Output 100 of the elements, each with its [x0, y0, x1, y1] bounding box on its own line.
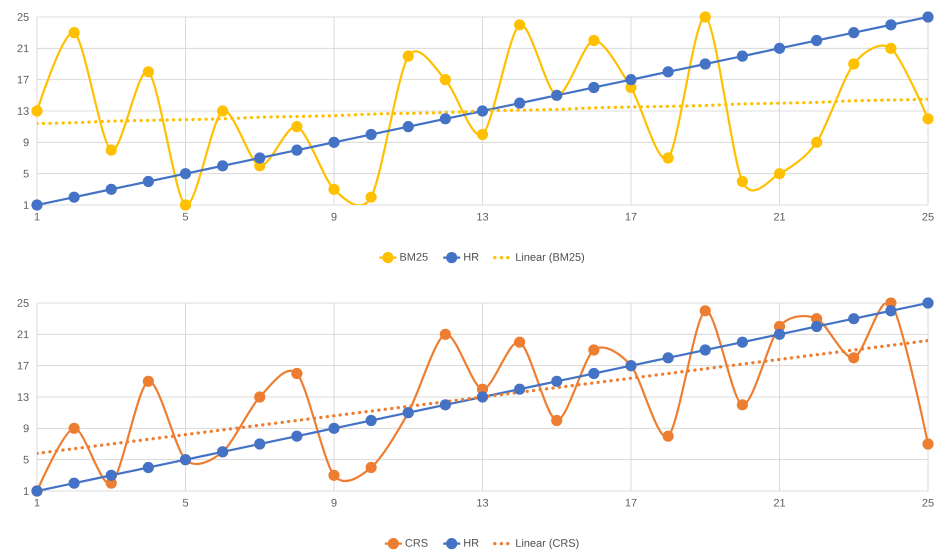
point	[662, 430, 674, 442]
point	[366, 128, 377, 140]
point	[328, 422, 340, 434]
x-tick-label: 9	[331, 212, 337, 221]
x-tick-label: 5	[182, 498, 188, 506]
point	[662, 66, 674, 78]
point	[68, 192, 80, 203]
point	[68, 422, 80, 434]
point	[514, 19, 526, 30]
point	[922, 297, 934, 309]
point	[774, 328, 786, 340]
point	[736, 336, 748, 348]
point	[254, 438, 266, 450]
point	[291, 144, 302, 156]
point	[700, 11, 711, 23]
point	[774, 42, 786, 54]
point	[440, 74, 451, 86]
point	[736, 176, 748, 188]
x-tick-label: 25	[922, 212, 934, 221]
point	[922, 11, 934, 23]
point	[291, 121, 302, 132]
y-tick-label: 1	[24, 201, 29, 209]
point	[774, 168, 786, 180]
x-tick-label: 1	[34, 212, 40, 220]
point	[922, 113, 934, 124]
y-tick-label: 25	[18, 13, 29, 21]
point	[662, 352, 674, 364]
legend-label: HR	[464, 539, 479, 547]
point	[848, 352, 860, 364]
point	[476, 105, 488, 117]
legend-label: CRS	[406, 539, 428, 547]
point	[291, 368, 302, 380]
point	[440, 113, 451, 124]
point	[142, 462, 154, 474]
legend-label: BM25	[400, 253, 428, 261]
x-tick-label: 17	[626, 498, 637, 506]
point	[588, 82, 600, 94]
point	[142, 176, 154, 188]
point	[180, 168, 192, 180]
point	[588, 368, 600, 380]
point	[625, 74, 637, 86]
point	[142, 66, 154, 78]
point	[551, 414, 562, 426]
x-tick-label: 17	[626, 212, 637, 220]
y-tick-label: 21	[18, 330, 29, 338]
point	[476, 128, 488, 140]
point	[68, 478, 80, 489]
y-tick-label: 21	[18, 44, 29, 52]
legend-label: Linear (CRS)	[516, 538, 579, 550]
point	[328, 136, 340, 148]
point	[440, 328, 451, 340]
point	[366, 192, 377, 203]
y-tick-label: 17	[18, 76, 29, 84]
point	[217, 105, 228, 117]
x-tick-label: 21	[774, 498, 786, 507]
y-tick-label: 5	[23, 170, 29, 178]
point	[31, 105, 43, 117]
point	[514, 336, 526, 348]
point	[700, 305, 711, 316]
point	[328, 470, 340, 481]
point	[662, 152, 674, 164]
y-tick-label: 13	[18, 107, 29, 115]
x-tick-label: 5	[182, 212, 188, 220]
point	[402, 50, 414, 62]
point	[254, 391, 266, 403]
point	[476, 391, 488, 403]
point	[142, 376, 154, 387]
point	[811, 320, 822, 332]
x-tick-label: 13	[477, 498, 488, 507]
point	[551, 376, 562, 387]
y-tick-label: 9	[24, 138, 29, 146]
point	[106, 470, 117, 481]
point	[811, 136, 822, 148]
point	[736, 399, 748, 410]
point	[366, 462, 377, 474]
point	[736, 50, 748, 62]
legend-label: Linear (BM25)	[516, 252, 584, 264]
x-tick-label: 21	[774, 212, 786, 220]
point	[514, 384, 526, 395]
point	[402, 121, 414, 132]
x-tick-label: 25	[922, 498, 934, 507]
point	[440, 399, 451, 410]
point	[885, 19, 896, 30]
point	[366, 414, 377, 426]
point	[848, 58, 860, 70]
point	[848, 27, 860, 38]
point	[68, 27, 80, 38]
point	[811, 34, 822, 46]
point	[328, 184, 340, 195]
y-tick-label: 9	[24, 424, 29, 432]
y-tick-label: 1	[24, 487, 29, 495]
point	[254, 152, 266, 164]
point	[291, 430, 302, 442]
y-tick-label: 5	[23, 456, 29, 464]
point	[31, 199, 43, 211]
point	[885, 42, 896, 54]
x-tick-label: 1	[34, 498, 40, 506]
point	[848, 313, 860, 324]
point	[700, 344, 711, 356]
y-tick-label: 13	[18, 393, 29, 401]
